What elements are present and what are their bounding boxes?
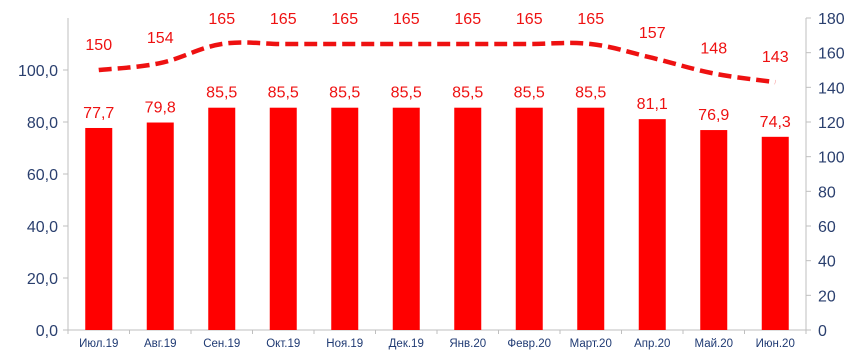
bar-data-label: 79,8 <box>145 100 176 117</box>
x-tick-label: Март.20 <box>570 338 612 350</box>
bar-data-label: 81,1 <box>637 96 668 113</box>
right-tick-label: 40 <box>818 254 836 271</box>
bar <box>638 119 666 330</box>
bar-data-label: 77,7 <box>83 105 114 122</box>
line-data-label: 165 <box>577 11 604 28</box>
right-tick-label: 100 <box>818 150 845 167</box>
bar-data-label: 85,5 <box>206 85 237 102</box>
bar <box>700 130 728 330</box>
bar <box>85 127 113 330</box>
bar-data-label: 85,5 <box>452 85 483 102</box>
line-data-label: 150 <box>85 37 112 54</box>
right-tick-label: 0 <box>818 323 827 340</box>
right-tick-label: 120 <box>818 115 845 132</box>
line-data-label: 165 <box>516 11 543 28</box>
bar-data-label: 85,5 <box>391 85 422 102</box>
bar-data-label: 85,5 <box>268 85 299 102</box>
bar <box>146 122 174 331</box>
bar-data-label: 85,5 <box>329 85 360 102</box>
chart-axes: 0,0 20,0 40,0 60,0 80,0 100,0 0 20 40 60 80 100 120 1… <box>18 11 845 340</box>
line-data-label: 154 <box>147 30 174 47</box>
x-tick-label: Февр.20 <box>507 338 551 350</box>
x-axis-ticks: Июл.19 Авг.19 Сен.19 Окт.19 Ноя.19 Дек.19 Янв.… <box>67 330 807 350</box>
data-labels: 77,7 79,8 85,5 85,5 85,5 85,5 85,5 85,5 85,5 81,1… <box>83 11 791 131</box>
bar <box>454 107 482 330</box>
bar <box>515 107 543 330</box>
line-data-label: 165 <box>270 11 297 28</box>
line-data-label: 165 <box>331 11 358 28</box>
bar-data-label: 85,5 <box>575 85 606 102</box>
line-data-label: 165 <box>208 11 235 28</box>
bar-series <box>85 107 789 331</box>
x-tick-label: Май.20 <box>694 338 733 350</box>
left-tick-label: 80,0 <box>27 115 58 132</box>
left-tick-label: 20,0 <box>27 271 58 288</box>
right-tick-label: 180 <box>818 11 845 28</box>
line-series-path <box>98 40 776 85</box>
line-series <box>98 40 776 85</box>
bar-data-label: 85,5 <box>514 85 545 102</box>
bar <box>577 107 605 330</box>
x-tick-label: Сен.19 <box>203 338 240 350</box>
x-tick-label: Апр.20 <box>634 338 670 350</box>
bar <box>269 107 297 330</box>
line-data-label: 148 <box>700 40 727 57</box>
line-data-label: 165 <box>393 11 420 28</box>
line-data-label: 157 <box>639 25 666 42</box>
line-data-label: 165 <box>454 11 481 28</box>
bar-data-label: 76,9 <box>698 107 729 124</box>
bar <box>761 136 789 330</box>
x-tick-label: Окт.19 <box>266 338 300 350</box>
line-data-label: 143 <box>762 49 789 66</box>
right-tick-label: 140 <box>818 80 845 97</box>
right-tick-label: 20 <box>818 288 836 305</box>
right-tick-label: 80 <box>818 184 836 201</box>
left-tick-label: 100,0 <box>18 63 58 80</box>
x-tick-label: Июл.19 <box>79 338 118 350</box>
bar <box>392 107 420 330</box>
left-tick-label: 40,0 <box>27 219 58 236</box>
right-tick-label: 60 <box>818 219 836 236</box>
left-tick-label: 0,0 <box>36 323 58 340</box>
x-tick-label: Янв.20 <box>449 338 486 350</box>
x-tick-label: Авг.19 <box>144 338 177 350</box>
right-tick-label: 160 <box>818 46 845 63</box>
bar <box>331 107 359 330</box>
x-tick-label: Ноя.19 <box>326 338 363 350</box>
bar <box>208 107 236 330</box>
x-tick-label: Июн.20 <box>756 338 795 350</box>
left-tick-label: 60,0 <box>27 167 58 184</box>
x-tick-label: Дек.19 <box>389 338 424 350</box>
bar-data-label: 74,3 <box>760 114 791 131</box>
